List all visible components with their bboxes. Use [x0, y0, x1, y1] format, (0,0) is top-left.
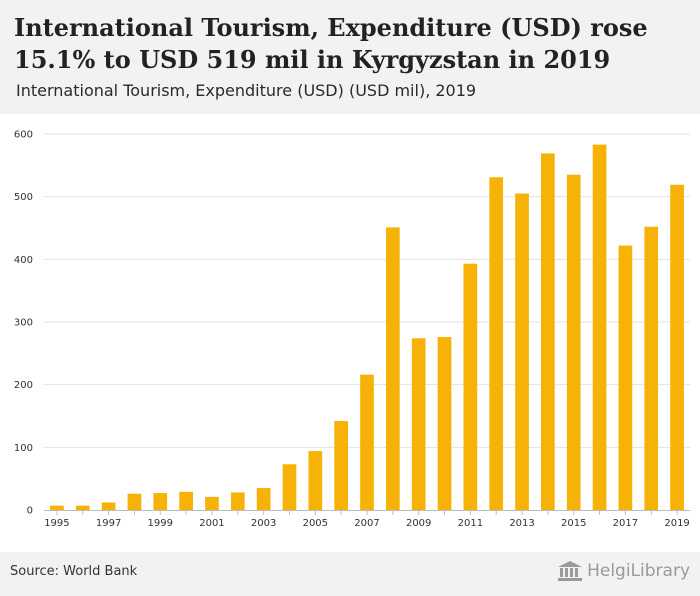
y-tick-label-400: 400 — [14, 255, 33, 266]
y-tick-label-300: 300 — [14, 318, 33, 329]
bar-1998 — [127, 493, 142, 510]
bar-2007 — [360, 374, 374, 510]
bar-2009 — [411, 338, 426, 510]
bar-2017 — [618, 245, 633, 510]
y-tick-label-200: 200 — [14, 380, 33, 391]
x-tick-label-2015: 2015 — [561, 518, 586, 529]
bar-2002 — [230, 492, 245, 510]
chart-title: International Tourism, Expenditure (USD)… — [14, 13, 648, 74]
bar-2013 — [515, 193, 529, 510]
x-tick-label-2001: 2001 — [199, 518, 224, 529]
bar-2000 — [179, 491, 193, 510]
bar-2015 — [566, 174, 581, 510]
x-tick-label-1997: 1997 — [96, 518, 121, 529]
x-tick-label-2009: 2009 — [406, 518, 431, 529]
bar-2016 — [592, 144, 607, 511]
x-tick-label-2003: 2003 — [251, 518, 276, 529]
library-icon — [558, 561, 583, 581]
source-note: Source: World Bank — [10, 564, 138, 579]
y-tick-label-500: 500 — [14, 192, 33, 203]
bar-2018 — [644, 226, 659, 510]
bar-2010 — [437, 337, 452, 510]
bar-1999 — [153, 493, 168, 510]
x-tick-label-2007: 2007 — [354, 518, 379, 529]
x-tick-label-2019: 2019 — [664, 518, 689, 529]
chart-header: International Tourism, Expenditure (USD)… — [0, 0, 700, 114]
brand-logo: HelgiLibrary — [557, 560, 690, 582]
bar-2014 — [541, 153, 555, 510]
chart-footer: Source: World Bank HelgiLibrary — [0, 552, 700, 596]
x-tick-label-2013: 2013 — [509, 518, 534, 529]
bar-2003 — [256, 488, 271, 510]
chart-subtitle: International Tourism, Expenditure (USD)… — [16, 81, 477, 100]
bar-2011 — [463, 263, 478, 510]
bar-2019 — [670, 184, 684, 510]
x-tick-label-2017: 2017 — [613, 518, 638, 529]
bar-chart: 0 100 200 300 400 500 600 1995 1997 1999 2001 2003 2… — [14, 130, 690, 529]
bar-2006 — [334, 421, 349, 510]
brand-name: HelgiLibrary — [587, 561, 690, 581]
bar-2008 — [385, 227, 400, 510]
y-tick-label-100: 100 — [14, 443, 33, 454]
bar-2005 — [308, 451, 323, 510]
bar-2012 — [489, 177, 504, 511]
bar-1997 — [101, 502, 116, 510]
x-tick-label-1999: 1999 — [148, 518, 173, 529]
bar-2001 — [205, 496, 219, 510]
bar-1996 — [75, 505, 90, 510]
bar-1995 — [50, 505, 64, 510]
bar-2004 — [282, 464, 297, 510]
y-tick-label-600: 600 — [14, 130, 33, 141]
x-tick-label-2005: 2005 — [303, 518, 328, 529]
x-tick-label-2011: 2011 — [458, 518, 483, 529]
y-tick-label-0: 0 — [27, 506, 33, 517]
x-tick-label-1995: 1995 — [44, 518, 69, 529]
